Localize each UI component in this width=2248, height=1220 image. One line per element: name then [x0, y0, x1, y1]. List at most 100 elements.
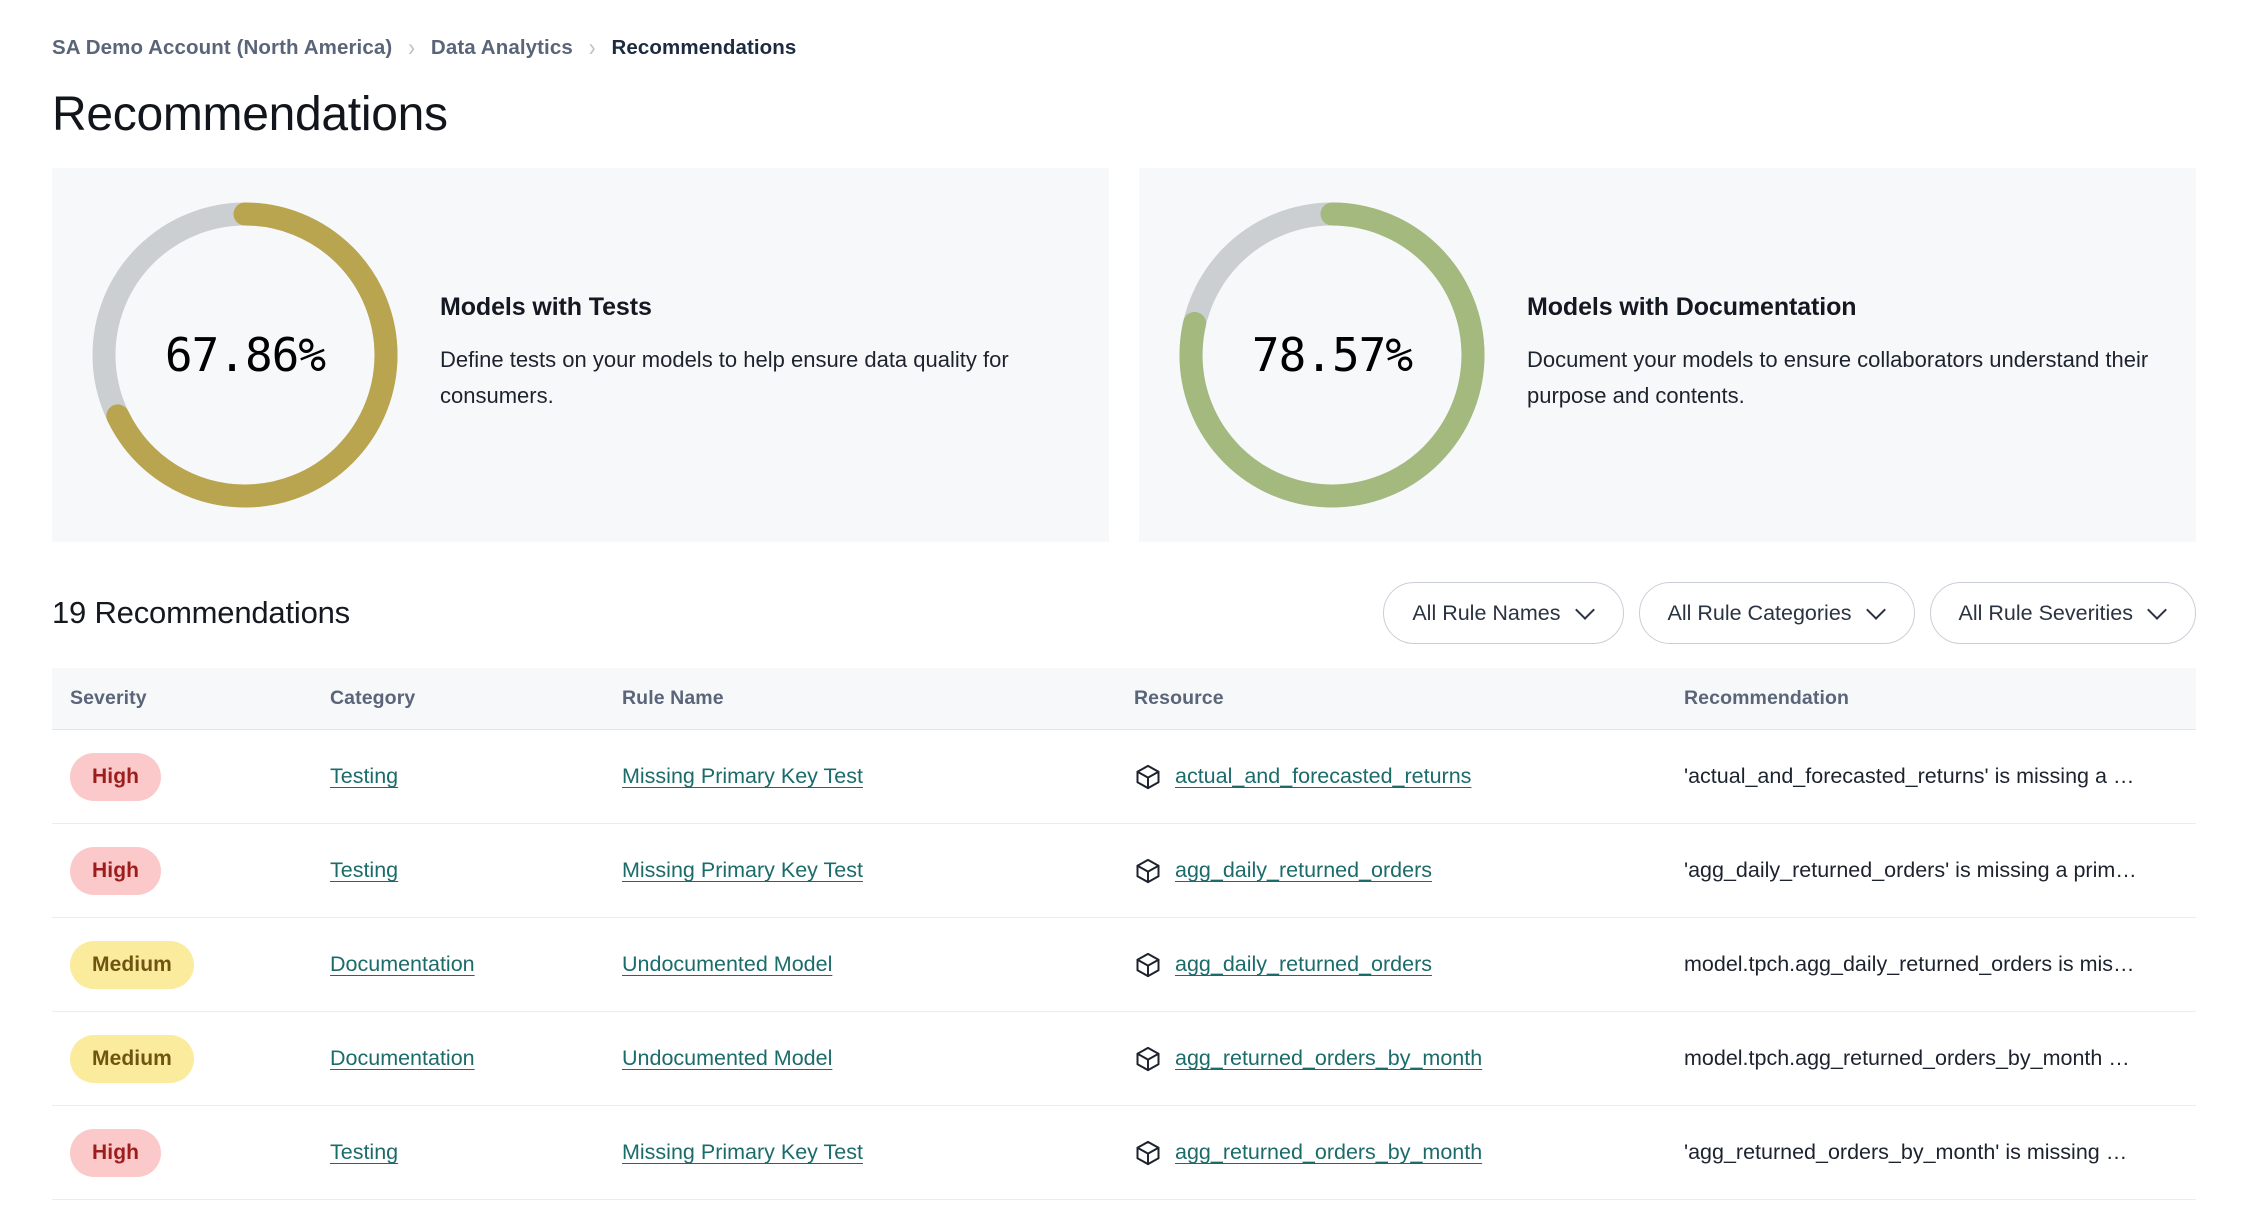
breadcrumb-item-current: Recommendations — [611, 36, 797, 59]
column-header-severity: Severity — [70, 687, 147, 710]
table-row[interactable]: High Testing Missing Primary Key Test agg_d… — [52, 824, 2196, 919]
resource-link[interactable]: actual_and_forecasted_returns — [1175, 764, 1472, 789]
rule-name-link[interactable]: Missing Primary Key Test — [622, 1140, 863, 1165]
breadcrumb-item-project[interactable]: Data Analytics — [430, 36, 573, 59]
table-body: High Testing Missing Primary Key Test actua… — [52, 730, 2196, 1201]
cell-rule-name: Undocumented Model — [622, 952, 1134, 977]
cell-category: Testing — [330, 764, 622, 789]
chevron-down-icon — [1868, 602, 1886, 620]
cell-recommendation: 'actual_and_forecasted_returns' is missi… — [1684, 764, 2196, 789]
cell-severity: High — [52, 752, 330, 801]
cell-resource: agg_returned_orders_by_month — [1134, 1139, 1684, 1167]
metric-card-text: Models with Tests Define tests on your m… — [414, 293, 1064, 417]
status-badge: High — [70, 1128, 162, 1177]
donut-chart-models-with-documentation: 78.57% — [1163, 186, 1501, 524]
cell-category: Testing — [330, 858, 622, 883]
cell-resource: agg_daily_returned_orders — [1134, 951, 1684, 979]
filter-rule-categories-label: All Rule Categories — [1667, 600, 1852, 625]
column-header-category: Category — [330, 687, 416, 710]
cell-category: Documentation — [330, 952, 622, 977]
cube-icon — [1136, 1140, 1160, 1165]
breadcrumb-separator-icon: › — [588, 34, 596, 62]
cube-icon — [1136, 1046, 1160, 1071]
status-badge: High — [70, 752, 162, 801]
metric-card-description: Define tests on your models to help ensu… — [440, 347, 1009, 408]
recommendation-text: 'agg_daily_returned_orders' is missing a… — [1684, 858, 2137, 883]
cube-icon — [1136, 858, 1160, 883]
filter-rule-names[interactable]: All Rule Names — [1383, 582, 1624, 645]
cube-icon — [1136, 952, 1160, 977]
category-link[interactable]: Testing — [330, 764, 399, 789]
metric-card-title: Models with Tests — [440, 293, 652, 322]
cell-rule-name: Missing Primary Key Test — [622, 764, 1134, 789]
cell-rule-name: Undocumented Model — [622, 1046, 1134, 1071]
metric-card-models-with-tests: 67.86% Models with Tests Define tests on… — [52, 168, 1109, 543]
donut-value-label: 78.57% — [1251, 328, 1413, 383]
cell-recommendation: model.tpch.agg_returned_orders_by_month … — [1684, 1046, 2196, 1071]
rule-name-link[interactable]: Missing Primary Key Test — [622, 858, 863, 883]
filter-group: All Rule Names All Rule Categories All R… — [1383, 582, 2196, 645]
table-toolbar: 19 Recommendations All Rule Names All Ru… — [52, 574, 2196, 652]
filter-rule-categories[interactable]: All Rule Categories — [1638, 582, 1915, 645]
resource-link[interactable]: agg_daily_returned_orders — [1175, 858, 1432, 883]
cell-resource: agg_returned_orders_by_month — [1134, 1045, 1684, 1073]
status-badge: High — [70, 846, 162, 895]
cell-severity: High — [52, 1128, 330, 1177]
cube-icon — [1136, 764, 1160, 789]
table-row[interactable]: Medium Documentation Undocumented Model agg… — [52, 918, 2196, 1013]
cell-severity: High — [52, 846, 330, 895]
resource-link[interactable]: agg_returned_orders_by_month — [1175, 1140, 1483, 1165]
rule-name-link[interactable]: Undocumented Model — [622, 1046, 833, 1071]
metric-cards: 67.86% Models with Tests Define tests on… — [52, 168, 2196, 543]
page-title: Recommendations — [52, 88, 448, 141]
category-link[interactable]: Testing — [330, 858, 399, 883]
column-header-rule-name: Rule Name — [622, 687, 724, 710]
rule-name-link[interactable]: Undocumented Model — [622, 952, 833, 977]
recommendation-text: 'actual_and_forecasted_returns' is missi… — [1684, 764, 2135, 789]
filter-rule-names-label: All Rule Names — [1412, 600, 1561, 625]
cell-recommendation: 'agg_returned_orders_by_month' is missin… — [1684, 1140, 2196, 1165]
donut-chart-models-with-tests: 67.86% — [76, 186, 414, 524]
cell-severity: Medium — [52, 940, 330, 989]
table-row[interactable]: High Testing Missing Primary Key Test actua… — [52, 730, 2196, 825]
result-count: 19 Recommendations — [52, 595, 350, 631]
filter-rule-severities-label: All Rule Severities — [1958, 600, 2133, 625]
metric-card-description: Document your models to ensure collabora… — [1527, 347, 2149, 408]
recommendation-text: 'agg_returned_orders_by_month' is missin… — [1684, 1140, 2128, 1165]
category-link[interactable]: Testing — [330, 1140, 399, 1165]
breadcrumb: SA Demo Account (North America) › Data A… — [52, 0, 2196, 72]
breadcrumb-separator-icon: › — [408, 34, 415, 62]
filter-rule-severities[interactable]: All Rule Severities — [1929, 582, 2196, 645]
donut-chart-icon — [1179, 202, 1485, 508]
cell-recommendation: model.tpch.agg_daily_returned_orders is … — [1684, 952, 2196, 977]
resource-link[interactable]: agg_returned_orders_by_month — [1175, 1046, 1483, 1071]
column-header-resource: Resource — [1134, 687, 1224, 710]
category-link[interactable]: Documentation — [330, 952, 475, 977]
cell-resource: agg_daily_returned_orders — [1134, 857, 1684, 885]
donut-chart-icon — [92, 202, 398, 508]
recommendations-table: Severity Category Rule Name Resource Rec… — [52, 668, 2196, 1201]
donut-value-label: 67.86% — [164, 328, 326, 383]
column-header-recommendation: Recommendation — [1684, 687, 1850, 710]
metric-card-text: Models with Documentation Document your … — [1501, 293, 2151, 417]
cell-category: Testing — [330, 1140, 622, 1165]
metric-card-models-with-documentation: 78.57% Models with Documentation Documen… — [1139, 168, 2196, 543]
table-row[interactable]: High Testing Missing Primary Key Test agg_r… — [52, 1106, 2196, 1201]
resource-link[interactable]: agg_daily_returned_orders — [1175, 952, 1432, 977]
cell-resource: actual_and_forecasted_returns — [1134, 763, 1684, 791]
cell-rule-name: Missing Primary Key Test — [622, 1140, 1134, 1165]
cell-severity: Medium — [52, 1034, 330, 1083]
category-link[interactable]: Documentation — [330, 1046, 475, 1071]
status-badge: Medium — [70, 940, 194, 989]
recommendation-text: model.tpch.agg_daily_returned_orders is … — [1684, 952, 2135, 977]
status-badge: Medium — [70, 1034, 194, 1083]
cell-rule-name: Missing Primary Key Test — [622, 858, 1134, 883]
metric-card-title: Models with Documentation — [1527, 293, 1857, 322]
breadcrumb-item-account[interactable]: SA Demo Account (North America) — [52, 36, 393, 59]
table-row[interactable]: Medium Documentation Undocumented Model agg… — [52, 1012, 2196, 1107]
rule-name-link[interactable]: Missing Primary Key Test — [622, 764, 863, 789]
recommendation-text: model.tpch.agg_returned_orders_by_month … — [1684, 1046, 2130, 1071]
chevron-down-icon — [2149, 602, 2167, 620]
chevron-down-icon — [1577, 602, 1595, 620]
